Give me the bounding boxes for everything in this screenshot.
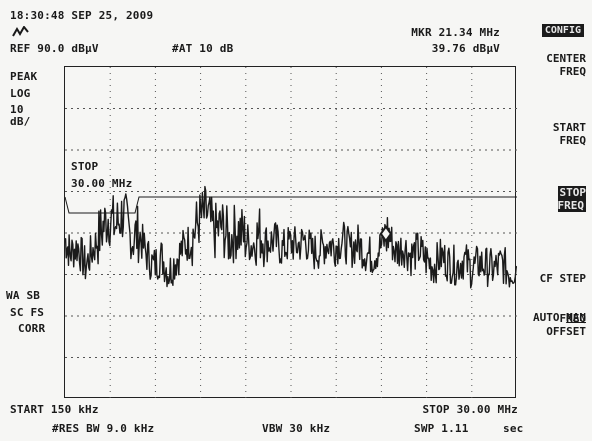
resolution-bandwidth: #RES BW 9.0 kHz (52, 423, 154, 435)
attenuation: #AT 10 dB (172, 43, 233, 55)
spectrum-trace (65, 187, 517, 288)
spectrum-svg (65, 67, 517, 399)
stop-annotation-value: 30.00 MHz (71, 178, 132, 190)
stop-freq-softkey-label: STOP FREQ (558, 186, 587, 212)
center-freq-softkey[interactable]: CENTER FREQ (516, 52, 586, 78)
start-freq-softkey[interactable]: START FREQ (516, 121, 586, 147)
freq-offset-softkey[interactable]: FREQ OFFSET (516, 312, 586, 338)
ref-level: REF 90.0 dBμV (10, 43, 99, 55)
stop-frequency: STOP 30.00 MHz (422, 404, 518, 416)
logo-icon (12, 26, 30, 40)
cf-step-title: CF STEP (516, 272, 586, 285)
scale-unit: dB/ (10, 116, 30, 128)
scale-type: LOG (10, 88, 30, 100)
corr-indicator: CORR (18, 323, 45, 335)
start-frequency: START 150 kHz (10, 404, 99, 416)
stop-freq-softkey[interactable]: STOP FREQ (516, 186, 586, 212)
sweep-time-unit: sec (503, 423, 523, 435)
spectrum-display: STOP 30.00 MHz (64, 66, 516, 398)
config-tag[interactable]: CONFIG (542, 24, 584, 37)
video-bandwidth: VBW 30 kHz (262, 423, 330, 435)
wa-sb-indicator: WA SB (6, 290, 40, 302)
timestamp: 18:30:48 SEP 25, 2009 (10, 10, 153, 22)
sc-fs-indicator: SC FS (10, 307, 44, 319)
marker-amplitude: 39.76 dBμV (432, 43, 500, 55)
stop-annotation-label: STOP (71, 161, 98, 173)
marker-frequency: MKR 21.34 MHz (411, 27, 500, 39)
sweep-time: SWP 1.11 (414, 423, 469, 435)
detector-mode: PEAK (10, 71, 37, 83)
